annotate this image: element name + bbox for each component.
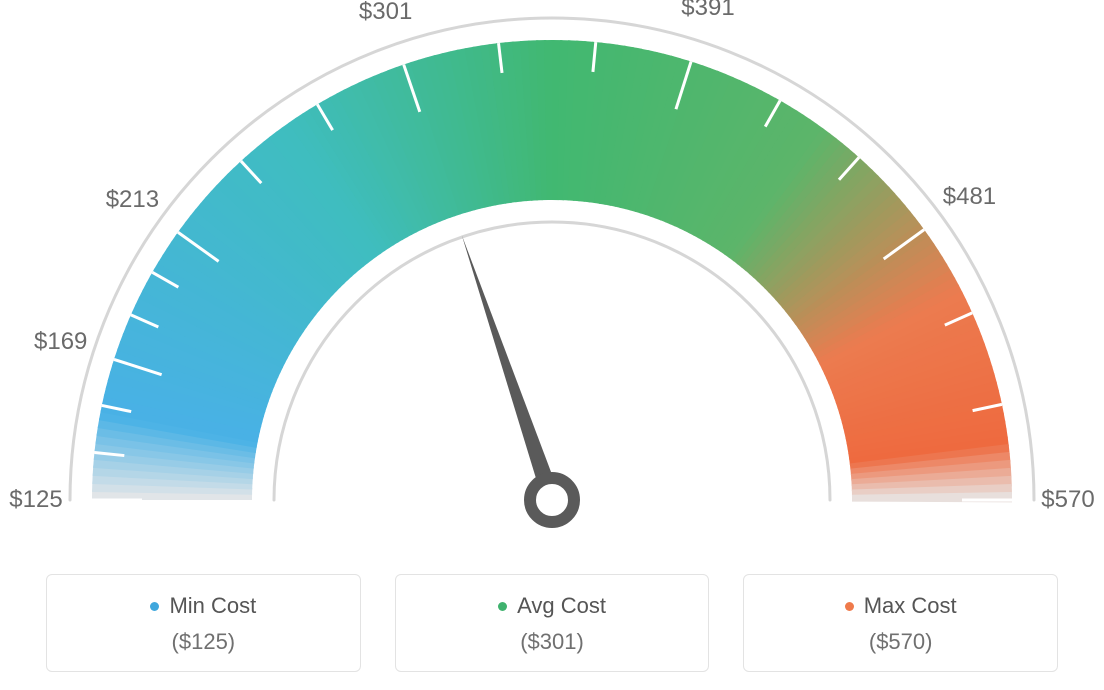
gauge-svg (0, 0, 1104, 560)
legend-value-avg: ($301) (406, 629, 699, 655)
legend-title-text: Avg Cost (517, 593, 606, 619)
gauge-tick-label: $481 (943, 183, 996, 211)
gauge-tick-label: $125 (9, 486, 62, 514)
dot-icon (498, 602, 507, 611)
legend-title-text: Max Cost (864, 593, 957, 619)
legend-title-max: Max Cost (845, 593, 957, 619)
legend-title-text: Min Cost (169, 593, 256, 619)
dot-icon (845, 602, 854, 611)
legend-card-min: Min Cost ($125) (46, 574, 361, 672)
legend-value-max: ($570) (754, 629, 1047, 655)
gauge-tick-label: $301 (359, 0, 412, 26)
gauge-tick-label: $169 (34, 328, 87, 356)
gauge-tick-label: $570 (1041, 486, 1094, 514)
legend-value-min: ($125) (57, 629, 350, 655)
gauge-tick-label: $391 (681, 0, 734, 22)
gauge-chart: $125 $169 $213 $301 $391 $481 $570 (0, 0, 1104, 560)
gauge-tick-label: $213 (106, 186, 159, 214)
dot-icon (150, 602, 159, 611)
legend-title-avg: Avg Cost (498, 593, 606, 619)
legend-row: Min Cost ($125) Avg Cost ($301) Max Cost… (0, 574, 1104, 672)
legend-card-avg: Avg Cost ($301) (395, 574, 710, 672)
legend-card-max: Max Cost ($570) (743, 574, 1058, 672)
legend-title-min: Min Cost (150, 593, 256, 619)
